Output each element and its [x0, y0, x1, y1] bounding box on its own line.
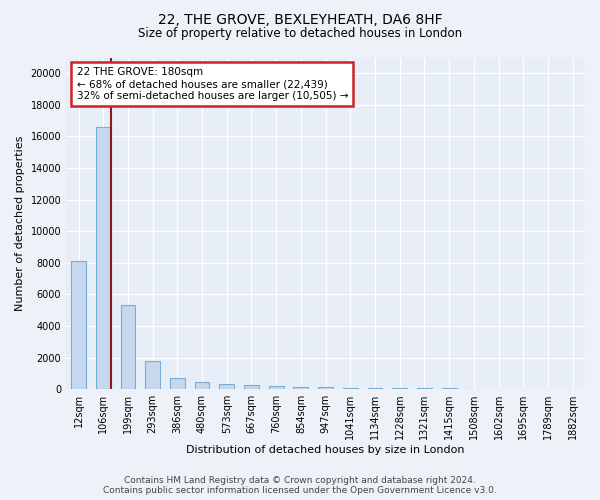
- Text: 22, THE GROVE, BEXLEYHEATH, DA6 8HF: 22, THE GROVE, BEXLEYHEATH, DA6 8HF: [158, 12, 442, 26]
- Bar: [343, 388, 358, 389]
- Bar: [293, 386, 308, 389]
- Bar: [121, 306, 136, 389]
- Bar: [368, 388, 382, 389]
- Bar: [96, 127, 110, 389]
- Text: Contains HM Land Registry data © Crown copyright and database right 2024.
Contai: Contains HM Land Registry data © Crown c…: [103, 476, 497, 495]
- Bar: [170, 378, 185, 389]
- Bar: [442, 388, 457, 389]
- Bar: [269, 386, 284, 389]
- Bar: [220, 384, 234, 389]
- Bar: [71, 261, 86, 389]
- Bar: [392, 388, 407, 389]
- Bar: [244, 385, 259, 389]
- Bar: [145, 360, 160, 389]
- X-axis label: Distribution of detached houses by size in London: Distribution of detached houses by size …: [187, 445, 465, 455]
- Text: Size of property relative to detached houses in London: Size of property relative to detached ho…: [138, 28, 462, 40]
- Text: 22 THE GROVE: 180sqm
← 68% of detached houses are smaller (22,439)
32% of semi-d: 22 THE GROVE: 180sqm ← 68% of detached h…: [77, 68, 348, 100]
- Bar: [194, 382, 209, 389]
- Y-axis label: Number of detached properties: Number of detached properties: [15, 136, 25, 311]
- Bar: [417, 388, 432, 389]
- Bar: [318, 387, 333, 389]
